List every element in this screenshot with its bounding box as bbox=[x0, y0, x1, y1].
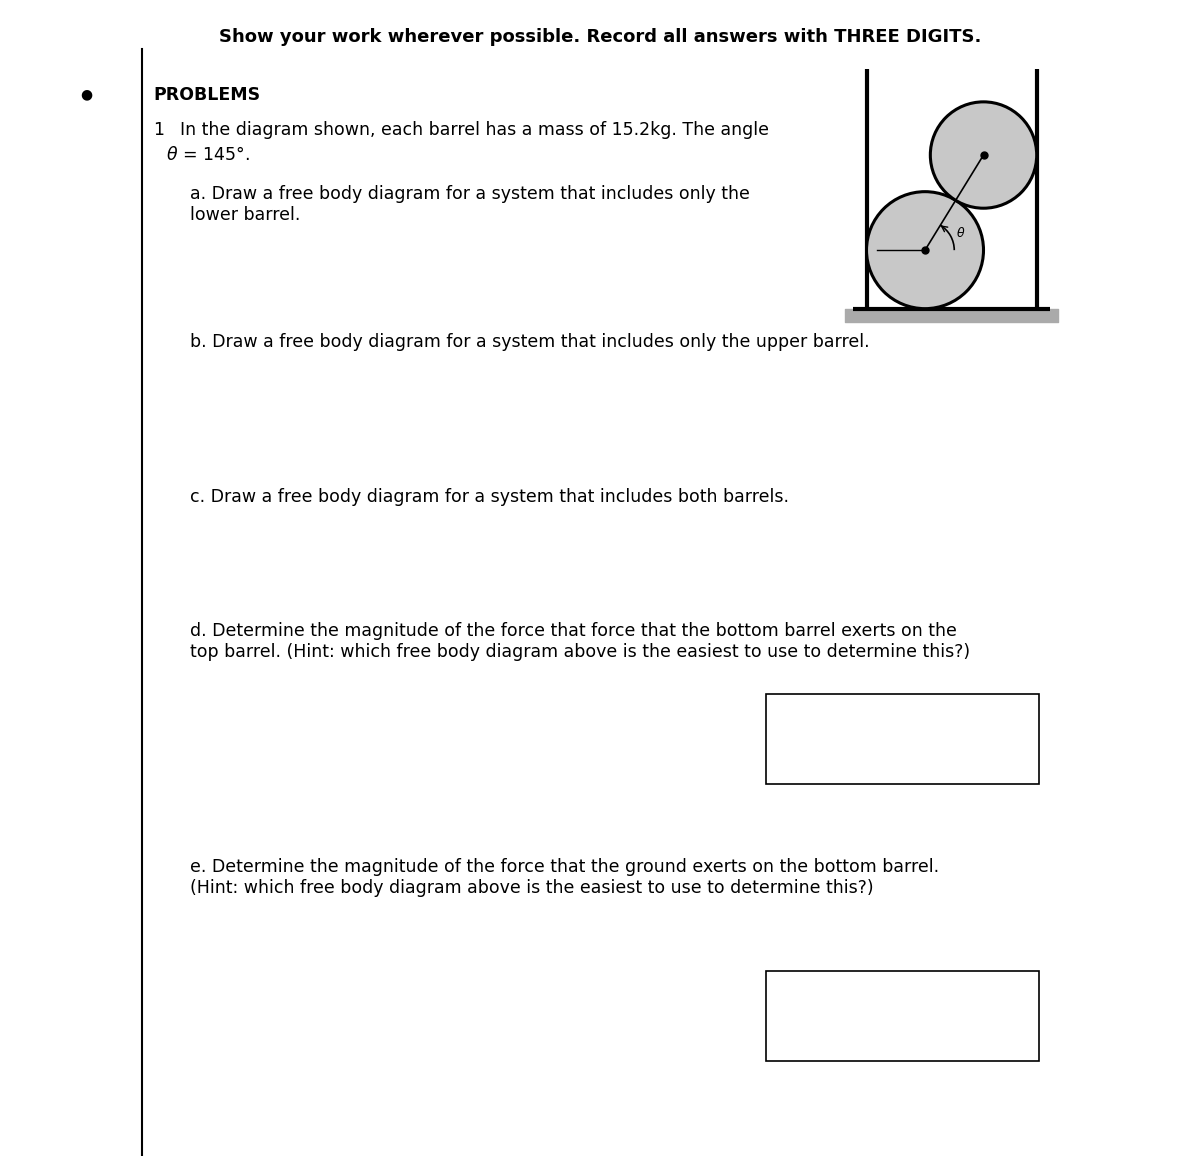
Text: In the diagram shown, each barrel has a mass of 15.2kg. The angle: In the diagram shown, each barrel has a … bbox=[180, 121, 769, 140]
Bar bbox=[766, 694, 1039, 784]
Text: a. Draw a free body diagram for a system that includes only the
lower barrel.: a. Draw a free body diagram for a system… bbox=[190, 185, 750, 224]
Text: Show your work wherever possible. Record all answers with THREE DIGITS.: Show your work wherever possible. Record… bbox=[218, 28, 982, 46]
Text: 1: 1 bbox=[154, 121, 164, 140]
Text: $\theta$: $\theta$ bbox=[956, 225, 966, 239]
Circle shape bbox=[930, 102, 1037, 208]
Text: d. Determine the magnitude of the force that force that the bottom barrel exerts: d. Determine the magnitude of the force … bbox=[190, 622, 970, 661]
Text: ●: ● bbox=[80, 88, 92, 102]
Text: $\theta$ = 145°.: $\theta$ = 145°. bbox=[166, 146, 250, 164]
Text: c. Draw a free body diagram for a system that includes both barrels.: c. Draw a free body diagram for a system… bbox=[190, 488, 788, 506]
Bar bbox=[766, 971, 1039, 1061]
Text: PROBLEMS: PROBLEMS bbox=[154, 86, 260, 104]
Text: e. Determine the magnitude of the force that the ground exerts on the bottom bar: e. Determine the magnitude of the force … bbox=[190, 858, 938, 897]
Circle shape bbox=[866, 192, 984, 309]
Text: b. Draw a free body diagram for a system that includes only the upper barrel.: b. Draw a free body diagram for a system… bbox=[190, 333, 869, 351]
